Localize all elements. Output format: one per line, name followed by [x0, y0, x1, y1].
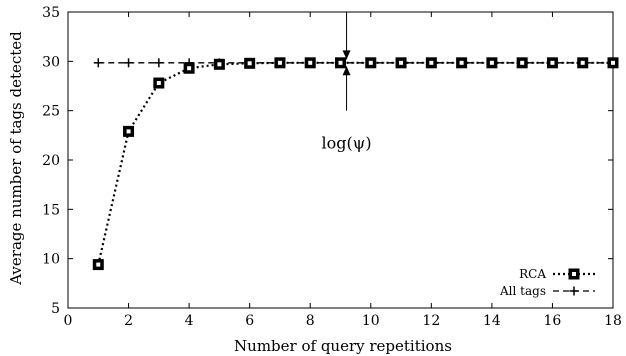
y-tick-label: 10	[42, 252, 60, 268]
chart-annotation: log(ψ)	[322, 12, 372, 153]
data-point-rca	[183, 62, 195, 74]
data-point-rca	[244, 57, 256, 69]
x-tick-label: 16	[544, 313, 562, 329]
data-point-all-tags	[154, 58, 164, 68]
data-point-rca	[274, 57, 286, 69]
data-point-rca	[153, 77, 165, 89]
marker-square-inner	[277, 60, 282, 65]
x-tick-label: 2	[124, 313, 133, 329]
data-point-rca	[395, 57, 407, 69]
data-point-rca	[607, 57, 619, 69]
data-point-rca	[92, 259, 104, 271]
marker-square-inner	[429, 60, 434, 65]
marker-square-inner	[247, 61, 252, 66]
plot-frame	[67, 11, 614, 309]
chart-legend: RCA All tags	[499, 267, 595, 298]
y-tick-label: 20	[42, 153, 60, 169]
data-point-rca	[213, 58, 225, 70]
annotation-label: log(ψ)	[322, 134, 372, 153]
x-tick-label: 10	[362, 313, 380, 329]
y-axis-label: Average number of tags detected	[7, 31, 25, 286]
annotation-arrow-up-head	[342, 66, 351, 76]
marker-square-inner	[550, 60, 555, 65]
marker-square-inner	[156, 81, 161, 86]
chart-series	[92, 57, 619, 271]
data-point-rca	[365, 57, 377, 69]
x-tick-label: 18	[604, 313, 622, 329]
data-point-rca	[546, 57, 558, 69]
chart-axes	[67, 11, 614, 309]
marker-square-inner	[368, 60, 373, 65]
marker-square-inner	[459, 60, 464, 65]
y-tick-label: 25	[42, 104, 60, 120]
x-tick-label: 14	[483, 313, 501, 329]
marker-square-inner	[399, 60, 404, 65]
marker-square-inner	[126, 129, 131, 134]
data-point-rca	[123, 125, 135, 137]
data-point-rca	[304, 57, 316, 69]
legend-label-rca: RCA	[519, 267, 546, 281]
marker-square-inner	[489, 60, 494, 65]
legend-marker-all-tags	[569, 286, 579, 296]
y-tick-label: 15	[42, 202, 60, 218]
data-point-rca	[577, 57, 589, 69]
marker-square-inner	[187, 66, 192, 71]
legend-marker-rca	[568, 268, 580, 280]
marker-square-inner	[338, 60, 343, 65]
data-point-all-tags	[93, 58, 103, 68]
marker-square-inner	[96, 262, 101, 267]
marker-square-inner	[520, 60, 525, 65]
data-point-rca	[425, 57, 437, 69]
x-tick-label: 8	[306, 313, 315, 329]
annotation-arrow-down-head	[342, 50, 351, 60]
data-point-rca	[335, 57, 346, 69]
y-tick-label: 35	[42, 5, 60, 21]
data-point-all-tags	[124, 58, 134, 68]
marker-square-inner	[580, 60, 585, 65]
marker-square-inner	[217, 62, 222, 67]
marker-square-inner	[308, 60, 313, 65]
data-point-rca	[456, 57, 468, 69]
y-tick-label: 30	[42, 54, 60, 70]
chart-ticks: 0 2 4 6 8 10 12 14 16 18 5 10 15 20 25 30 35	[42, 5, 622, 329]
x-tick-label: 12	[422, 313, 440, 329]
data-point-rca	[516, 57, 528, 69]
x-axis-label: Number of query repetitions	[234, 337, 452, 355]
x-tick-label: 4	[185, 313, 194, 329]
legend-label-all-tags: All tags	[499, 284, 546, 298]
y-tick-label: 5	[51, 301, 60, 317]
marker-square-inner	[572, 272, 576, 276]
series-line-rca	[97, 61, 613, 265]
data-point-rca	[486, 57, 498, 69]
marker-square-inner	[611, 60, 615, 65]
x-tick-label: 6	[245, 313, 254, 329]
x-tick-label: 0	[64, 313, 73, 329]
